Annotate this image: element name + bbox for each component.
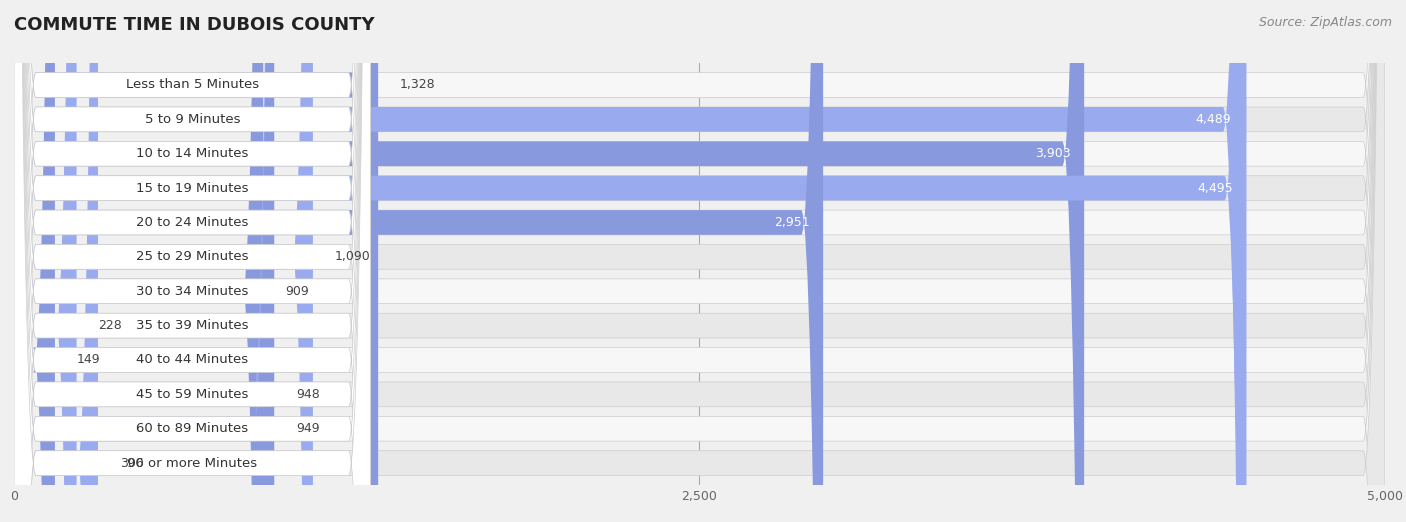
FancyBboxPatch shape xyxy=(14,0,371,522)
Text: 228: 228 xyxy=(98,319,122,332)
Text: 949: 949 xyxy=(297,422,319,435)
Text: 948: 948 xyxy=(295,388,319,401)
FancyBboxPatch shape xyxy=(14,0,1385,522)
Text: 15 to 19 Minutes: 15 to 19 Minutes xyxy=(136,182,249,195)
FancyBboxPatch shape xyxy=(14,0,371,522)
FancyBboxPatch shape xyxy=(14,0,263,522)
FancyBboxPatch shape xyxy=(14,0,1385,522)
FancyBboxPatch shape xyxy=(14,0,98,522)
Text: 4,495: 4,495 xyxy=(1197,182,1233,195)
Text: 4,489: 4,489 xyxy=(1195,113,1232,126)
FancyBboxPatch shape xyxy=(14,0,1385,522)
Text: 3,903: 3,903 xyxy=(1035,147,1070,160)
FancyBboxPatch shape xyxy=(14,0,371,522)
Text: 90 or more Minutes: 90 or more Minutes xyxy=(127,457,257,470)
FancyBboxPatch shape xyxy=(14,0,1385,522)
FancyBboxPatch shape xyxy=(14,0,1385,522)
Text: COMMUTE TIME IN DUBOIS COUNTY: COMMUTE TIME IN DUBOIS COUNTY xyxy=(14,16,374,33)
FancyBboxPatch shape xyxy=(14,0,1385,522)
FancyBboxPatch shape xyxy=(14,0,371,522)
FancyBboxPatch shape xyxy=(14,0,371,522)
Text: 60 to 89 Minutes: 60 to 89 Minutes xyxy=(136,422,249,435)
FancyBboxPatch shape xyxy=(14,0,1385,522)
FancyBboxPatch shape xyxy=(14,0,1385,522)
Text: 10 to 14 Minutes: 10 to 14 Minutes xyxy=(136,147,249,160)
FancyBboxPatch shape xyxy=(14,0,1385,522)
FancyBboxPatch shape xyxy=(14,0,1385,522)
FancyBboxPatch shape xyxy=(14,0,76,522)
FancyBboxPatch shape xyxy=(14,0,274,522)
FancyBboxPatch shape xyxy=(14,0,1084,522)
FancyBboxPatch shape xyxy=(14,0,371,522)
Text: 306: 306 xyxy=(120,457,143,470)
FancyBboxPatch shape xyxy=(14,0,314,522)
Text: 909: 909 xyxy=(285,284,309,298)
Text: 1,090: 1,090 xyxy=(335,251,371,264)
FancyBboxPatch shape xyxy=(14,0,1385,522)
Text: Less than 5 Minutes: Less than 5 Minutes xyxy=(125,78,259,91)
FancyBboxPatch shape xyxy=(14,0,371,522)
FancyBboxPatch shape xyxy=(14,0,1244,522)
Text: 40 to 44 Minutes: 40 to 44 Minutes xyxy=(136,353,249,366)
FancyBboxPatch shape xyxy=(14,0,378,522)
Text: 35 to 39 Minutes: 35 to 39 Minutes xyxy=(136,319,249,332)
FancyBboxPatch shape xyxy=(14,0,1247,522)
FancyBboxPatch shape xyxy=(14,0,1385,522)
FancyBboxPatch shape xyxy=(14,0,371,522)
Text: 2,951: 2,951 xyxy=(773,216,810,229)
Text: 1,328: 1,328 xyxy=(401,78,436,91)
Text: 149: 149 xyxy=(77,353,100,366)
Text: 20 to 24 Minutes: 20 to 24 Minutes xyxy=(136,216,249,229)
FancyBboxPatch shape xyxy=(14,0,371,522)
Text: 25 to 29 Minutes: 25 to 29 Minutes xyxy=(136,251,249,264)
FancyBboxPatch shape xyxy=(14,0,371,522)
FancyBboxPatch shape xyxy=(14,0,823,522)
FancyBboxPatch shape xyxy=(14,0,371,522)
Text: Source: ZipAtlas.com: Source: ZipAtlas.com xyxy=(1258,16,1392,29)
Text: 45 to 59 Minutes: 45 to 59 Minutes xyxy=(136,388,249,401)
Text: 30 to 34 Minutes: 30 to 34 Minutes xyxy=(136,284,249,298)
FancyBboxPatch shape xyxy=(14,0,371,522)
FancyBboxPatch shape xyxy=(14,0,274,522)
Text: 5 to 9 Minutes: 5 to 9 Minutes xyxy=(145,113,240,126)
FancyBboxPatch shape xyxy=(14,0,55,522)
